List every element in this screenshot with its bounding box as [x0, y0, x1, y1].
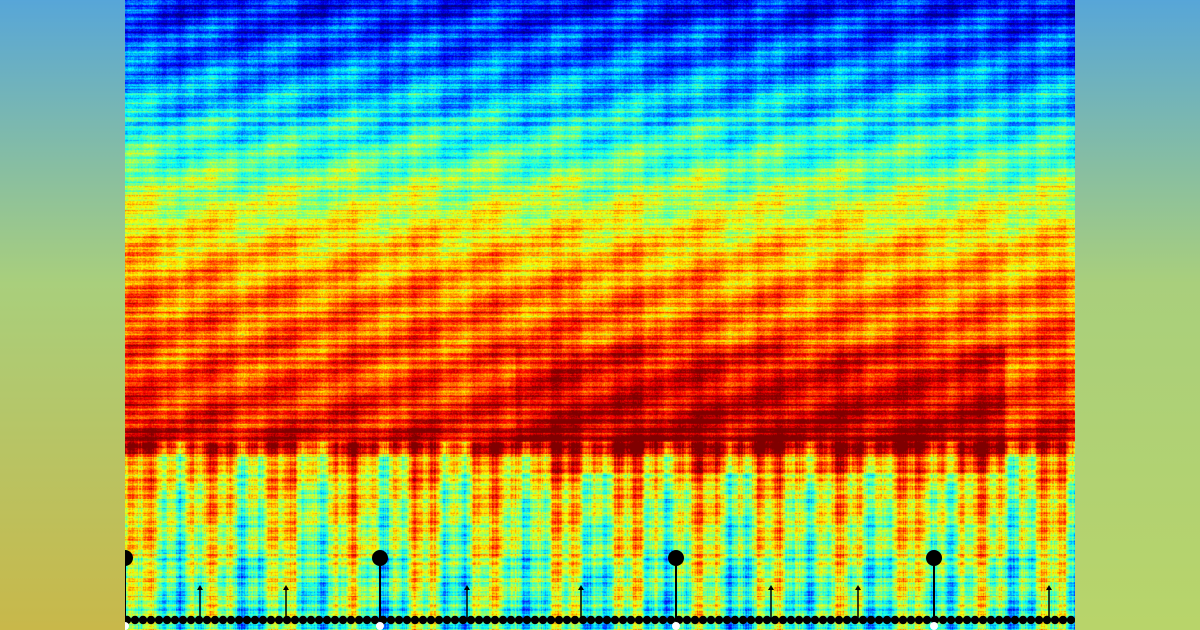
right-gradient-panel: [1075, 0, 1200, 630]
left-gradient-panel: [0, 0, 125, 630]
spectrogram-canvas: [125, 0, 1075, 630]
spectrogram-image: [125, 0, 1075, 630]
